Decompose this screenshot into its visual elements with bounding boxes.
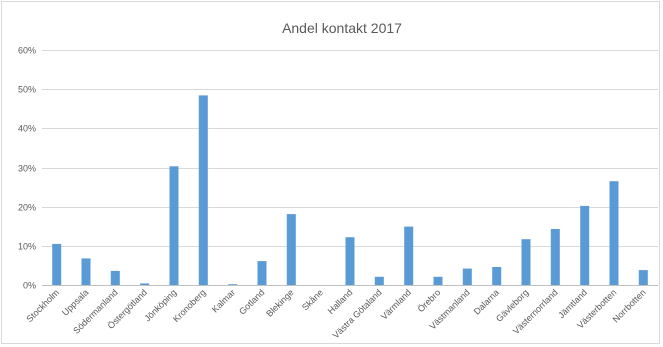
x-category-label: Stockholm: [24, 287, 61, 324]
y-axis-ticks: 0% 10% 20% 30% 40% 50% 60%: [18, 46, 36, 291]
bar: [521, 239, 531, 285]
bar: [140, 283, 150, 285]
bar: [550, 229, 560, 285]
x-category-label: Halland: [326, 287, 355, 316]
x-axis-categories: StockholmUppsalaSödermanlandÖstergötland…: [24, 287, 647, 340]
bar: [609, 181, 619, 285]
y-tick-label: 40%: [18, 124, 36, 134]
bar: [286, 214, 296, 285]
bar: [492, 267, 502, 285]
chart-title: Andel kontakt 2017: [282, 20, 402, 36]
bar: [433, 276, 443, 285]
bar: [110, 270, 120, 285]
bar: [404, 226, 414, 285]
y-tick-label: 30%: [18, 164, 36, 174]
y-tick-label: 60%: [18, 46, 36, 56]
x-category-label: Gotland: [237, 287, 266, 316]
y-tick-label: 20%: [18, 203, 36, 213]
bar: [169, 166, 179, 285]
bar: [198, 95, 208, 286]
bar: [257, 261, 267, 285]
x-category-label: Värmland: [379, 287, 413, 321]
bar: [52, 243, 62, 285]
x-category-label: Skåne: [300, 287, 325, 312]
bar: [462, 268, 472, 285]
y-tick-label: 0%: [23, 281, 36, 291]
bar: [638, 270, 648, 285]
x-category-label: Örebro: [416, 287, 443, 314]
bar: [580, 205, 590, 285]
bar: [81, 258, 91, 285]
y-tick-label: 10%: [18, 242, 36, 252]
bars: [52, 95, 648, 286]
bar: [228, 284, 238, 285]
x-category-label: Dalarna: [472, 287, 501, 316]
bar: [374, 276, 384, 285]
x-category-label: Blekinge: [264, 287, 295, 318]
bar: [345, 237, 355, 285]
x-category-label: Kalmar: [210, 287, 237, 314]
y-tick-label: 50%: [18, 85, 36, 95]
